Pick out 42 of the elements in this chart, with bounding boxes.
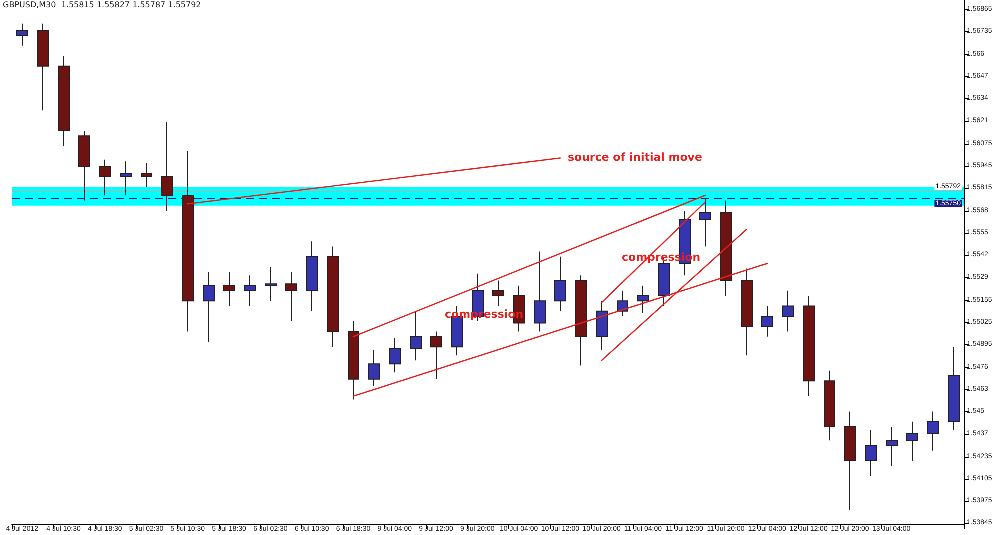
candlestick bbox=[492, 280, 504, 307]
candlestick bbox=[368, 350, 380, 387]
candlestick bbox=[141, 162, 152, 188]
candlestick bbox=[575, 275, 587, 366]
candlestick bbox=[554, 256, 566, 312]
annotation: source of initial move bbox=[568, 151, 702, 164]
chart-title: GBPUSD,M30 1.55815 1.55827 1.55787 1.55792 bbox=[3, 0, 202, 10]
candlestick bbox=[637, 285, 649, 314]
candlestick bbox=[78, 130, 90, 202]
candlestick bbox=[886, 426, 898, 467]
candlestick bbox=[430, 331, 442, 380]
candlestick bbox=[348, 321, 359, 400]
candlestick bbox=[534, 251, 546, 332]
candlestick bbox=[182, 150, 194, 332]
candlestick bbox=[720, 200, 732, 297]
candlestick bbox=[203, 272, 215, 342]
candlestick bbox=[741, 268, 753, 356]
candlestick bbox=[58, 56, 70, 147]
candlestick bbox=[906, 421, 918, 462]
candlestick bbox=[223, 272, 235, 307]
candlestick bbox=[824, 370, 835, 442]
candlestick bbox=[306, 241, 318, 312]
candlestick bbox=[37, 23, 49, 112]
candlestick bbox=[244, 275, 256, 307]
candlestick bbox=[99, 159, 111, 196]
candlestick bbox=[327, 246, 339, 348]
candlestick bbox=[410, 310, 422, 362]
candlestick bbox=[761, 306, 773, 338]
candlestick bbox=[782, 290, 794, 332]
candlestick bbox=[265, 266, 277, 302]
candlestick bbox=[699, 198, 711, 248]
candlestick bbox=[16, 23, 28, 46]
candlestick bbox=[865, 430, 877, 477]
candlestick bbox=[389, 338, 401, 374]
candlestick bbox=[948, 346, 960, 431]
candlestick bbox=[161, 122, 173, 212]
candlestick bbox=[285, 272, 297, 322]
candlestick bbox=[803, 296, 815, 397]
candlestick bbox=[927, 411, 939, 452]
candlestick bbox=[844, 411, 856, 511]
candlestick bbox=[596, 300, 608, 351]
candlestick bbox=[120, 161, 132, 196]
